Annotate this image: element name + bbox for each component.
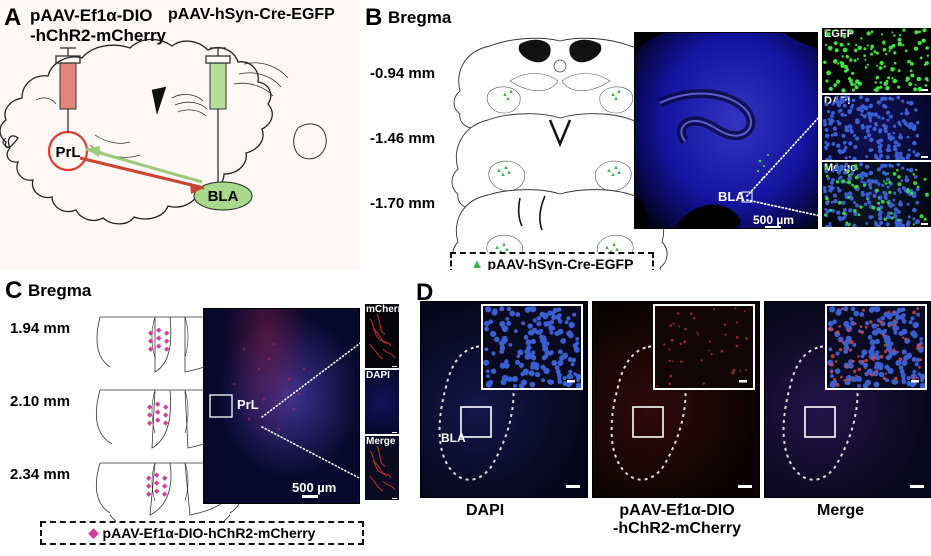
svg-text:◆: ◆ bbox=[162, 491, 168, 498]
svg-text:◆: ◆ bbox=[163, 420, 169, 427]
svg-text:◆: ◆ bbox=[164, 346, 170, 353]
svg-text:◆: ◆ bbox=[154, 480, 160, 487]
svg-text:▲: ▲ bbox=[616, 170, 622, 176]
svg-text:◆: ◆ bbox=[155, 401, 161, 408]
svg-text:BLA: BLA bbox=[441, 431, 466, 445]
svg-text:◆: ◆ bbox=[155, 417, 161, 424]
svg-text:◆: ◆ bbox=[155, 409, 161, 416]
svg-text:▲: ▲ bbox=[616, 89, 622, 95]
svg-text:PrL: PrL bbox=[55, 144, 80, 161]
svg-text:▲: ▲ bbox=[508, 89, 514, 95]
svg-text:◆: ◆ bbox=[162, 483, 168, 490]
svg-text:◆: ◆ bbox=[147, 412, 153, 419]
svg-text:◆: ◆ bbox=[156, 335, 162, 342]
svg-text:◆: ◆ bbox=[146, 483, 152, 490]
svg-text:◆: ◆ bbox=[148, 338, 154, 345]
svg-text:◆: ◆ bbox=[146, 491, 152, 498]
svg-text:◆: ◆ bbox=[154, 472, 160, 479]
svg-text:◆: ◆ bbox=[148, 330, 154, 337]
svg-text:▲: ▲ bbox=[505, 96, 511, 102]
svg-text:▲: ▲ bbox=[613, 96, 619, 102]
svg-text:◆: ◆ bbox=[147, 404, 153, 411]
svg-text:BLA: BLA bbox=[208, 188, 239, 205]
svg-text:◆: ◆ bbox=[164, 338, 170, 345]
svg-text:◆: ◆ bbox=[147, 420, 153, 427]
svg-text:◆: ◆ bbox=[162, 475, 168, 482]
svg-text:◆: ◆ bbox=[148, 346, 154, 353]
svg-text:◆: ◆ bbox=[164, 330, 170, 337]
svg-text:◆: ◆ bbox=[154, 488, 160, 495]
svg-text:◆: ◆ bbox=[163, 404, 169, 411]
svg-text:◆: ◆ bbox=[156, 327, 162, 334]
svg-text:▲: ▲ bbox=[506, 170, 512, 176]
svg-text:◆: ◆ bbox=[156, 343, 162, 350]
svg-text:◆: ◆ bbox=[163, 412, 169, 419]
svg-text:◆: ◆ bbox=[146, 475, 152, 482]
